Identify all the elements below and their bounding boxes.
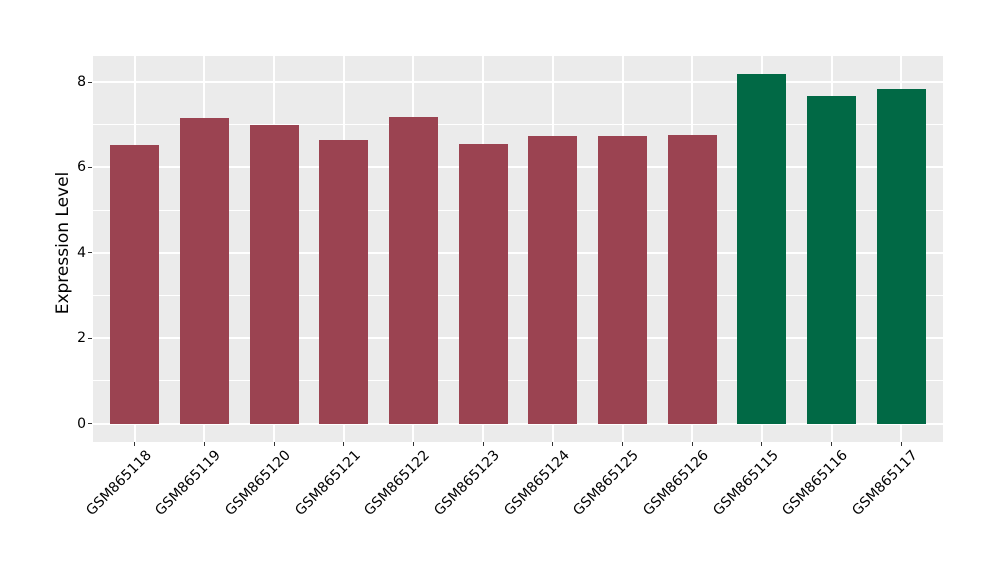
gridline-minor-horizontal — [93, 124, 943, 126]
bar-GSM865124 — [528, 136, 578, 424]
x-tick-mark — [203, 442, 205, 446]
x-tick-label: GSM865126 — [640, 447, 712, 519]
x-tick-mark — [134, 442, 136, 446]
bar-GSM865118 — [110, 145, 160, 424]
bar-GSM865119 — [180, 118, 229, 424]
x-tick-label: GSM865121 — [291, 447, 364, 519]
x-tick-label: GSM865120 — [222, 447, 294, 519]
bar-GSM865126 — [667, 134, 717, 424]
gridline-minor-horizontal — [93, 295, 943, 297]
gridline-major-horizontal — [93, 166, 943, 169]
y-tick-label: 2 — [77, 330, 86, 347]
plot-panel — [93, 56, 943, 442]
x-tick-label: GSM865125 — [570, 447, 643, 519]
x-tick-mark — [552, 442, 554, 446]
x-tick-mark — [412, 442, 414, 446]
x-tick-label: GSM865115 — [709, 447, 782, 519]
x-tick-label: GSM865118 — [82, 447, 155, 519]
x-tick-mark — [622, 442, 623, 446]
bar-GSM865115 — [737, 73, 787, 424]
y-tick-mark — [88, 81, 92, 83]
bar-GSM865123 — [458, 143, 508, 424]
x-tick-label: GSM865116 — [779, 447, 852, 519]
x-tick-mark — [343, 442, 345, 446]
gridline-minor-horizontal — [93, 380, 943, 382]
x-tick-mark — [900, 442, 902, 446]
y-tick-mark — [88, 252, 92, 254]
x-tick-label: GSM865117 — [849, 447, 921, 519]
x-tick-mark — [482, 442, 484, 446]
x-tick-mark — [761, 442, 763, 446]
x-tick-label: GSM865119 — [152, 447, 225, 519]
y-tick-label: 6 — [77, 159, 86, 176]
x-tick-mark — [691, 442, 693, 446]
bar-GSM865125 — [598, 136, 647, 424]
y-tick-label: 4 — [77, 244, 86, 261]
x-tick-mark — [831, 442, 833, 446]
y-tick-mark — [88, 423, 92, 425]
gridline-major-horizontal — [93, 251, 943, 254]
y-tick-label: 8 — [77, 74, 86, 91]
gridline-major-horizontal — [93, 337, 943, 340]
x-tick-mark — [273, 442, 275, 446]
y-tick-mark — [88, 166, 92, 168]
bar-GSM865117 — [876, 89, 926, 424]
gridline-major-horizontal — [93, 422, 943, 425]
x-tick-label: GSM865123 — [431, 447, 503, 519]
bar-GSM865122 — [389, 117, 438, 424]
bar-GSM865121 — [319, 139, 369, 424]
gridline-major-horizontal — [93, 81, 943, 84]
bar-GSM865120 — [249, 125, 299, 424]
y-axis-title: Expression Level — [53, 171, 73, 315]
y-tick-mark — [88, 337, 92, 339]
y-tick-label: 0 — [77, 415, 86, 432]
x-tick-label: GSM865122 — [361, 447, 434, 519]
x-tick-label: GSM865124 — [500, 447, 573, 519]
bar-GSM865116 — [807, 95, 856, 424]
gridline-minor-horizontal — [93, 209, 943, 211]
